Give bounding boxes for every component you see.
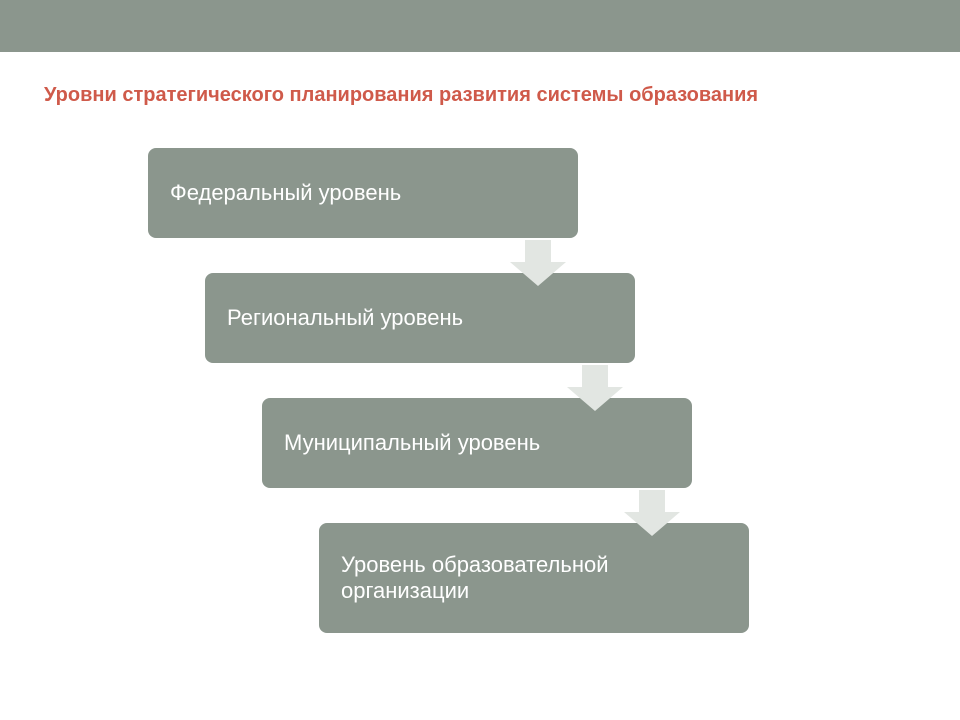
level-label: Региональный уровень	[227, 305, 463, 331]
level-label: Федеральный уровень	[170, 180, 401, 206]
down-arrow-icon	[510, 240, 566, 288]
top-bar	[0, 0, 960, 52]
level-box-0: Федеральный уровень	[148, 148, 578, 238]
level-label: Муниципальный уровень	[284, 430, 540, 456]
level-box-3: Уровень образовательной организации	[319, 523, 749, 633]
down-arrow-icon	[567, 365, 623, 413]
page-title: Уровни стратегического планирования разв…	[44, 84, 758, 107]
down-arrow-icon	[624, 490, 680, 538]
level-label: Уровень образовательной организации	[341, 552, 727, 605]
level-box-2: Муниципальный уровень	[262, 398, 692, 488]
level-box-1: Региональный уровень	[205, 273, 635, 363]
